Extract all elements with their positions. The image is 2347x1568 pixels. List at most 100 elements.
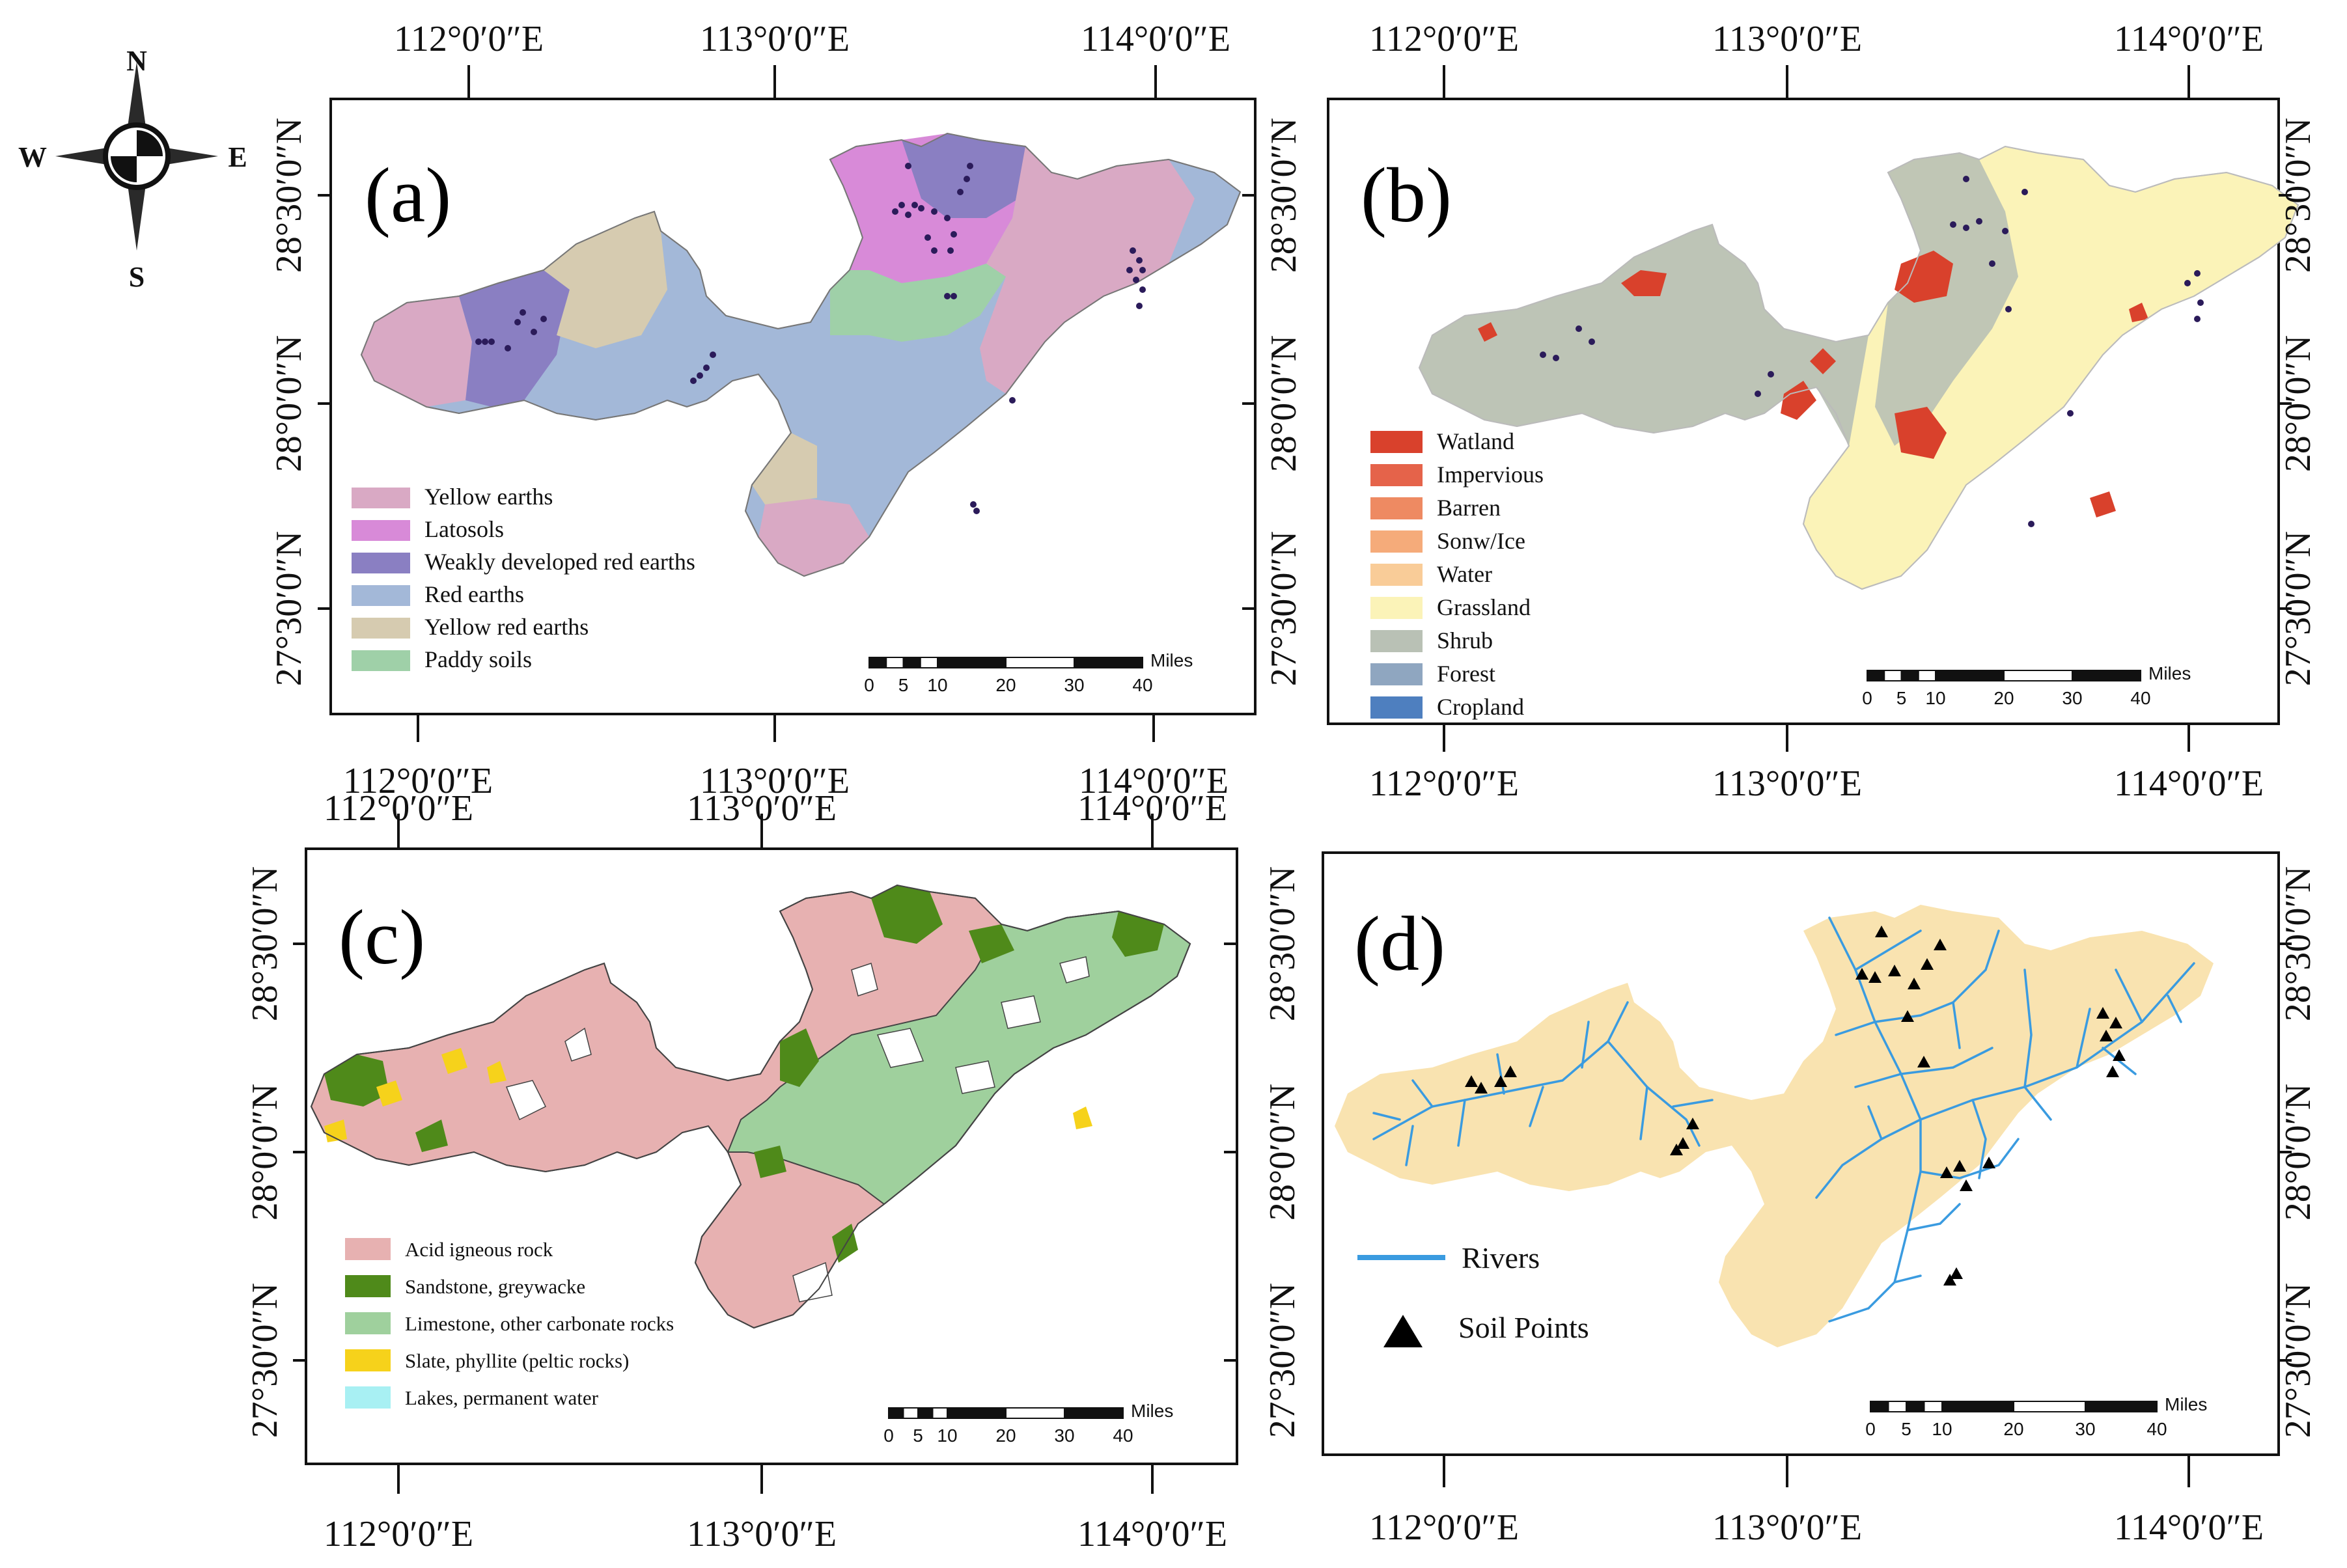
latitude-label: 28°0′0″N	[1262, 1084, 1303, 1220]
scalebar-segment	[1883, 670, 1902, 681]
scalebar-tick-label: 10	[1932, 1419, 1952, 1439]
longitude-label: 114°0′0″E	[2114, 763, 2264, 804]
legend-swatch-b-2	[1370, 497, 1423, 519]
legend-swatch-b-0	[1370, 431, 1423, 453]
latitude-label: 28°30′0″N	[2278, 866, 2318, 1021]
scalebar-segment	[2013, 1401, 2086, 1412]
scalebar-tick-label: 40	[1113, 1425, 1133, 1446]
panel-b-sample-points	[1540, 176, 2204, 527]
scalebar-tick-label: 40	[2130, 688, 2150, 708]
latitude-label: 28°0′0″N	[1264, 335, 1304, 472]
legend-swatch-b-6	[1370, 630, 1423, 652]
panel-b: (b) Watland Impervious Barren Sonw/Ice Water…	[1327, 98, 2299, 725]
scalebar-tick-label: 40	[1132, 675, 1152, 695]
latitude-label: 27°30′0″N	[269, 531, 309, 686]
scalebar-tick-label: 10	[1925, 688, 1945, 708]
scalebar-tick-label: 20	[1993, 688, 2014, 708]
longitude-label: 114°0′0″E	[1077, 1514, 1227, 1554]
legend-swatch-a-1	[352, 520, 410, 541]
latitude-label: 28°30′0″N	[245, 866, 285, 1021]
scalebar-segment	[937, 657, 1007, 668]
scalebar-segment	[932, 1407, 948, 1419]
latitude-label: 27°30′0″N	[1262, 1283, 1303, 1438]
longitude-label: 114°0′0″E	[2114, 1507, 2264, 1548]
legend-swatch-b-1	[1370, 464, 1423, 486]
legend-label-b-3: Sonw/Ice	[1437, 528, 1525, 554]
scalebar-segment	[1005, 657, 1075, 668]
legend-swatch-c-1	[345, 1275, 391, 1297]
soil-yellow-earths-west	[361, 296, 472, 407]
north-arrow-compass: N S E W	[18, 45, 247, 293]
longitude-label: 114°0′0″E	[1081, 19, 1230, 59]
longitude-label: 112°0′0″E	[324, 788, 473, 829]
panel-a: (a) Yellow earths Latosols Weakly develope…	[329, 98, 1257, 715]
legend-swatch-b-8	[1370, 696, 1423, 719]
scalebar-segment	[902, 1407, 919, 1419]
scalebar-tick-label: 10	[927, 675, 947, 695]
panel-b-landcover-map	[1419, 146, 2299, 590]
scalebar-segment	[2085, 1401, 2158, 1412]
scalebar-unit: Miles	[1131, 1401, 1173, 1421]
longitude-label: 113°0′0″E	[1712, 763, 1862, 804]
legend-label-a-0: Yellow earths	[424, 484, 553, 510]
landcover-shrub-west	[1419, 225, 1868, 446]
panel-c-legend: Acid igneous rock Sandstone, greywacke Lim…	[345, 1238, 674, 1409]
legend-label-a-1: Latosols	[424, 516, 504, 542]
legend-swatch-a-0	[352, 488, 410, 508]
scalebar-segment	[947, 1407, 1007, 1419]
scalebar-tick-label: 40	[2146, 1419, 2167, 1439]
scalebar-unit: Miles	[2148, 663, 2191, 683]
longitude-label: 113°0′0″E	[700, 761, 850, 801]
scalebar-tick-label: 30	[1054, 1425, 1074, 1446]
panel-b-scalebar: 0 5 10 20 30 40 Miles	[1862, 663, 2191, 708]
scalebar-segment	[2003, 670, 2073, 681]
panel-c: (c) Acid igneous rock Sandstone, greywack…	[305, 847, 1238, 1465]
legend-label-c-4: Lakes, permanent water	[405, 1386, 599, 1409]
compass-label-s: S	[129, 261, 145, 293]
legend-soil-points-label: Soil Points	[1458, 1311, 1589, 1344]
landcover-forest-centre	[1875, 153, 2018, 446]
longitude-label: 112°0′0″E	[343, 761, 493, 801]
latitude-label: 28°0′0″N	[2278, 335, 2318, 472]
legend-swatch-b-7	[1370, 663, 1423, 685]
scalebar-segment	[1005, 1407, 1065, 1419]
scalebar-segment	[1917, 670, 1936, 681]
longitude-label: 113°0′0″E	[687, 788, 837, 829]
latitude-label: 28°30′0″N	[1262, 866, 1303, 1021]
legend-label-c-3: Slate, phyllite (peltic rocks)	[405, 1349, 629, 1372]
scalebar-tick-label: 0	[883, 1425, 894, 1446]
panel-d-soil-point-triangles	[1465, 926, 2126, 1286]
panel-a-legend: Yellow earths Latosols Weakly developed re…	[352, 484, 695, 672]
latitude-label: 28°0′0″N	[2278, 1084, 2318, 1220]
legend-swatch-a-5	[352, 650, 410, 671]
scalebar-segment	[919, 657, 938, 668]
latitude-label: 28°30′0″N	[269, 118, 309, 273]
legend-swatch-b-4	[1370, 564, 1423, 586]
soil-weak-red-north	[902, 133, 1025, 218]
latitude-label: 27°30′0″N	[2278, 1283, 2318, 1438]
legend-soil-point-swatch	[1383, 1315, 1423, 1347]
longitude-label: 112°0′0″E	[1369, 1507, 1519, 1548]
scalebar-tick-label: 30	[1064, 675, 1084, 695]
river-network	[1372, 916, 2195, 1323]
scalebar-unit: Miles	[2165, 1394, 2207, 1414]
scalebar-tick-label: 0	[864, 675, 874, 695]
legend-swatch-a-2	[352, 553, 410, 573]
panel-c-geology-map	[311, 885, 1191, 1328]
legend-label-a-2: Weakly developed red earths	[424, 549, 695, 575]
longitude-label: 112°0′0″E	[1369, 763, 1519, 804]
graticule-labels: 112°0′0″E 113°0′0″E 114°0′0″E 112°0′0″E 113°…	[245, 19, 2318, 1554]
scalebar-tick-label: 0	[1865, 1419, 1876, 1439]
scalebar-segment	[917, 1407, 934, 1419]
latitude-label: 28°0′0″N	[245, 1084, 285, 1220]
panel-d-scalebar: 0 5 10 20 30 40 Miles	[1865, 1394, 2207, 1439]
legend-label-b-0: Watland	[1437, 428, 1514, 454]
legend-label-b-8: Cropland	[1437, 694, 1524, 720]
longitude-label: 113°0′0″E	[687, 1514, 837, 1554]
legend-swatch-c-0	[345, 1238, 391, 1260]
geology-slate-patches	[324, 1048, 1092, 1142]
legend-label-c-0: Acid igneous rock	[405, 1238, 553, 1261]
scalebar-tick-label: 5	[913, 1425, 923, 1446]
soil-yellow-earths-east	[980, 146, 1195, 394]
